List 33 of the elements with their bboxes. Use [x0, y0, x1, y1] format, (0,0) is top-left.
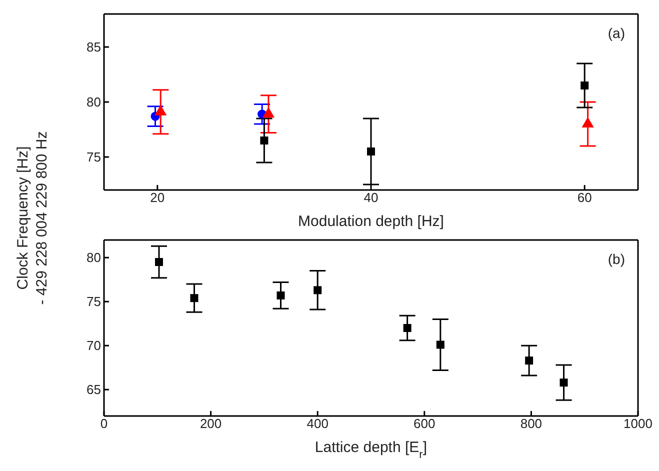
x-tick-label: 1000 — [624, 416, 652, 432]
point — [155, 258, 163, 266]
annotation: (b) — [608, 251, 625, 267]
y-tick-label: 70 — [86, 338, 101, 354]
point — [560, 378, 568, 387]
x-tick-label: 800 — [520, 416, 542, 432]
point — [436, 340, 444, 349]
annotation: (a) — [608, 25, 625, 41]
x-tick-label: 400 — [306, 416, 328, 432]
point — [262, 107, 275, 118]
x-tick-label: 20 — [150, 190, 165, 206]
point — [276, 291, 285, 300]
x-tick-label: 0 — [100, 416, 108, 432]
point — [580, 82, 589, 90]
y-axis-title: Clock Frequency [Hz] - 429 228 004 229 800 Hz — [14, 131, 52, 305]
x-axis-title: Lattice depth [E$_{r}$] — [314, 439, 428, 461]
point — [367, 148, 375, 156]
point — [260, 136, 268, 144]
x-axis-title: Modulation depth [Hz] — [298, 213, 444, 230]
x-tick-label: 200 — [200, 416, 222, 432]
point — [314, 286, 322, 294]
y-tick-label: 65 — [86, 382, 101, 398]
point — [525, 356, 534, 365]
point — [190, 294, 198, 302]
x-tick-label: 60 — [577, 190, 592, 206]
y-tick-label: 75 — [86, 294, 101, 310]
y-tick-label: 80 — [86, 94, 101, 110]
x-tick-label: 40 — [364, 190, 378, 206]
y-tick-label: 85 — [86, 40, 101, 55]
x-tick-label: 600 — [414, 416, 436, 432]
y-tick-label: 75 — [86, 150, 101, 165]
point — [403, 324, 412, 332]
y-tick-label: 80 — [86, 250, 101, 266]
